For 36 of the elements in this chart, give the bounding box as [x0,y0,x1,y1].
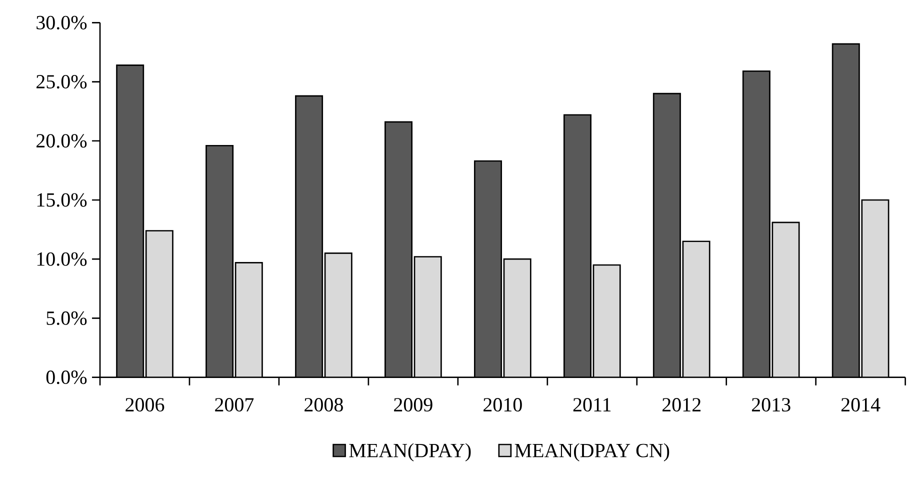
bar [414,256,442,378]
y-tick-label: 30.0% [36,16,87,30]
x-tick-label: 2009 [394,398,432,412]
x-tick-label: 2007 [215,398,254,412]
bar [116,65,144,378]
x-tick-label: 2013 [752,398,790,412]
y-tick-label: 0.0% [46,370,87,384]
bar [385,122,412,378]
bar [654,94,680,378]
bar [564,114,591,378]
legend-label: MEAN(DPAY CN) [514,443,670,462]
y-tick-label: 25.0% [36,74,87,89]
x-tick-label: 2012 [662,398,700,412]
y-tick-label: 15.0% [37,193,87,207]
bar [236,262,262,378]
bar [832,43,860,378]
bar [504,259,531,378]
x-tick-label: 2014 [841,398,880,412]
bar [861,199,890,378]
y-tick-label: 10.0% [37,252,87,266]
bar [206,146,233,378]
bar [474,160,502,378]
bar [325,253,352,378]
x-tick-label: 2006 [126,398,164,412]
bar [743,71,770,378]
bar [772,222,800,378]
x-tick-label: 2008 [304,398,343,412]
bar [593,265,620,378]
bar [682,241,710,378]
y-tick-label: 5.0% [46,311,87,326]
x-tick-label: 2010 [484,398,522,412]
bar [146,230,173,378]
bar [296,96,322,378]
y-tick-label: 20.0% [36,134,87,148]
x-tick-label: 2011 [573,398,611,412]
legend-label: MEAN(DPAY) [349,443,471,462]
